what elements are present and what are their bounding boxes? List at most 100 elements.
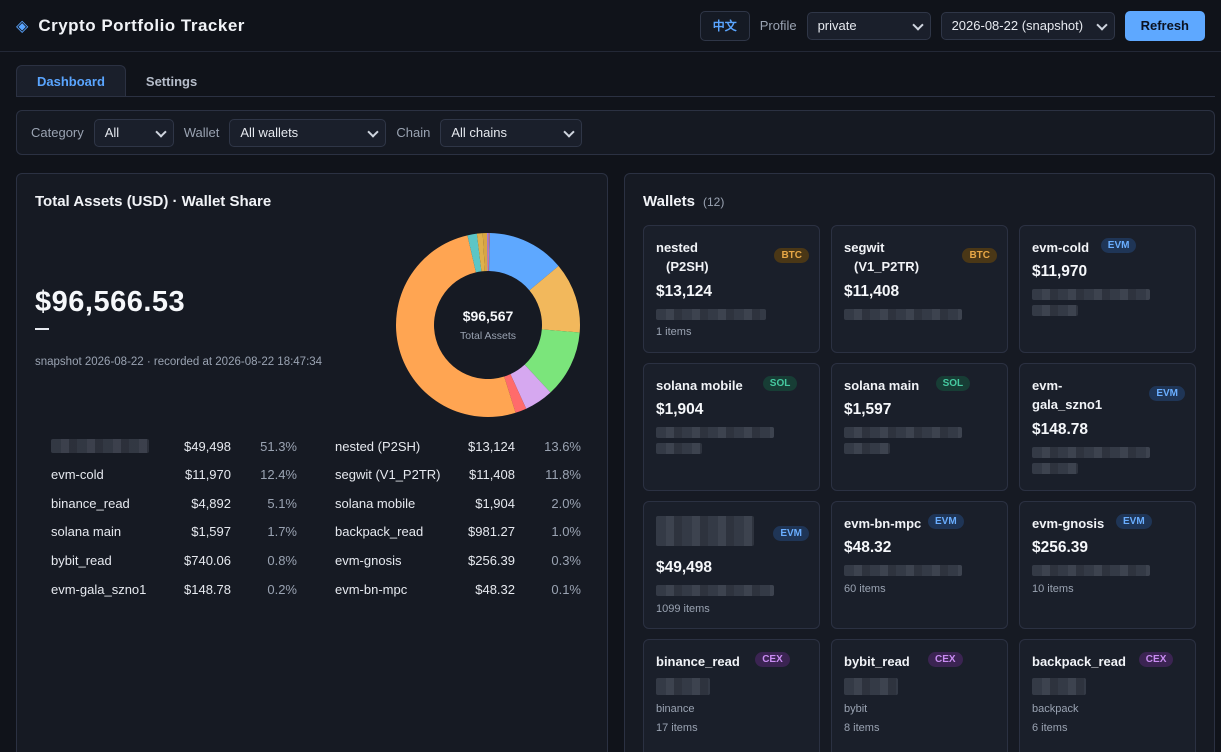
chain-badge: BTC [962,248,997,263]
chain-badge: EVM [1149,386,1185,401]
wallet-card-value: $48.32 [844,539,892,556]
donut-slice[interactable] [504,374,527,413]
wallet-item-count: 17 items [656,722,698,734]
share-wallet-pct: 2.0% [551,495,581,511]
share-wallet-name: bybit_read [51,552,112,568]
address-redacted [656,585,774,596]
wallet-card[interactable]: segwit (V1_P2TR) BTC $11,408 [831,225,1008,353]
donut-slice[interactable] [488,233,490,272]
tab-settings[interactable]: Settings [145,73,198,89]
chain-label: Chain [396,125,431,140]
wallet-item-count: 1 items [656,326,692,338]
wallet-item-count: 10 items [1032,583,1074,595]
share-wallet-name: evm-gala_szno1 [51,581,147,597]
address-redacted [844,427,962,438]
wallet-card-value: $1,904 [656,401,704,418]
wallet-card-name: backpack_read [1032,654,1126,669]
wallets-panel: Wallets (12) nested (P2SH) BTC $13,124 1 item… [624,173,1215,752]
share-wallet-pct: 0.8% [267,552,297,568]
share-wallet-name: evm-bn-mpc [335,581,408,597]
wallet-select-value: All wallets [240,125,299,140]
snapshot-info: snapshot 2026-08-22 · recorded at 2026-0… [35,356,323,368]
exchange-name: binance [656,703,695,715]
app-header: ◈ Crypto Portfolio Tracker 中文 Profile pr… [0,0,1221,52]
tab-dashboard[interactable]: Dashboard [16,65,126,97]
share-row: $49,498 51.3% [51,436,297,456]
wallets-count: (12) [702,195,725,209]
share-row: evm-gnosis $256.39 0.3% [335,550,581,570]
wallet-card[interactable]: evm-cold EVM $11,970 [1019,225,1196,353]
share-wallet-name: backpack_read [335,524,424,540]
share-wallet-value: $4,892 [191,495,231,511]
address-redacted [1032,447,1150,458]
donut-slice[interactable] [487,233,489,272]
donut-slice[interactable] [510,364,551,409]
share-wallet-pct: 51.3% [260,438,297,454]
share-wallet-pct: 1.0% [551,524,581,540]
category-select-value: All [104,125,120,140]
share-wallet-name: solana main [51,524,122,540]
wallet-card-value: $13,124 [656,283,713,300]
address-redacted [1032,463,1078,474]
share-wallet-value: $740.06 [184,552,231,568]
wallet-card[interactable]: evm-gala_szno1 EVM $148.78 [1019,363,1196,491]
wallet-item-count: 6 items [1032,722,1068,734]
wallet-card-value: $148.78 [1032,421,1089,438]
donut-center-value: $96,567 [463,308,514,324]
exchange-name: bybit [844,703,868,715]
address-redacted [656,427,774,438]
wallet-card[interactable]: solana main SOL $1,597 [831,363,1008,491]
chevron-down-icon [155,125,167,138]
wallet-select[interactable]: All wallets [229,118,387,147]
donut-slices [396,233,580,417]
share-row: bybit_read $740.06 0.8% [51,550,297,570]
address-redacted [844,565,962,576]
donut-slice[interactable] [396,235,516,417]
snapshot-select[interactable]: 2026-08-22 (snapshot) [940,11,1115,40]
share-wallet-pct: 0.3% [551,552,581,568]
wallet-card[interactable]: evm-gnosis EVM $256.39 10 items [1019,501,1196,629]
wallet-label: Wallet [183,125,220,140]
wallet-card[interactable]: solana mobile SOL $1,904 [643,363,820,491]
chevron-down-icon [911,18,924,31]
category-select[interactable]: All [93,118,174,147]
donut-slice[interactable] [467,233,482,273]
donut-slice[interactable] [524,329,580,393]
refresh-button[interactable]: Refresh [1124,10,1205,41]
wallet-card[interactable]: EVM $49,498 1099 items [643,501,820,629]
share-wallet-pct: 13.6% [544,438,581,454]
chain-badge: EVM [928,514,964,529]
chevron-down-icon [367,125,380,138]
profile-select[interactable]: private [806,11,931,40]
wallet-card[interactable]: bybit_read CEX bybit 8 items [831,639,1008,752]
share-wallet-name: segwit (V1_P2TR) [335,467,441,483]
wallet-card-name: solana main [844,378,920,393]
wallet-item-count: 1099 items [656,603,710,615]
share-wallet-pct: 12.4% [260,467,297,483]
wallet-card-name: solana mobile [656,378,743,393]
donut-slice[interactable] [488,233,490,272]
share-wallet-name: evm-gnosis [335,552,402,568]
wallet-card[interactable]: nested (P2SH) BTC $13,124 1 items [643,225,820,353]
share-wallet-pct: 0.2% [267,581,297,597]
wallets-title-text: Wallets [643,193,695,210]
share-wallet-value: $1,904 [475,495,515,511]
diamond-logo-icon: ◈ [16,17,29,35]
wallet-card[interactable]: backpack_read CEX backpack 6 items [1019,639,1196,752]
share-row: evm-bn-mpc $48.32 0.1% [335,579,581,599]
share-wallet-name: nested (P2SH) [335,438,421,454]
wallet-card[interactable]: evm-bn-mpc EVM $48.32 60 items [831,501,1008,629]
donut-slice[interactable] [489,233,559,291]
share-wallet-value: $48.32 [475,581,515,597]
share-wallet-name: binance_read [51,495,130,511]
language-toggle-button[interactable]: 中文 [699,10,750,41]
donut-slice[interactable] [482,233,488,272]
donut-slice[interactable] [529,265,580,333]
wallet-card[interactable]: binance_read CEX binance 17 items [643,639,820,752]
share-wallet-value: $13,124 [468,438,515,454]
share-wallet-pct: 1.7% [267,524,297,540]
wallet-card-name: evm-bn-mpc [844,516,922,531]
wallet-item-count: 60 items [844,583,886,595]
donut-slice[interactable] [476,233,485,272]
chain-select[interactable]: All chains [440,118,583,147]
